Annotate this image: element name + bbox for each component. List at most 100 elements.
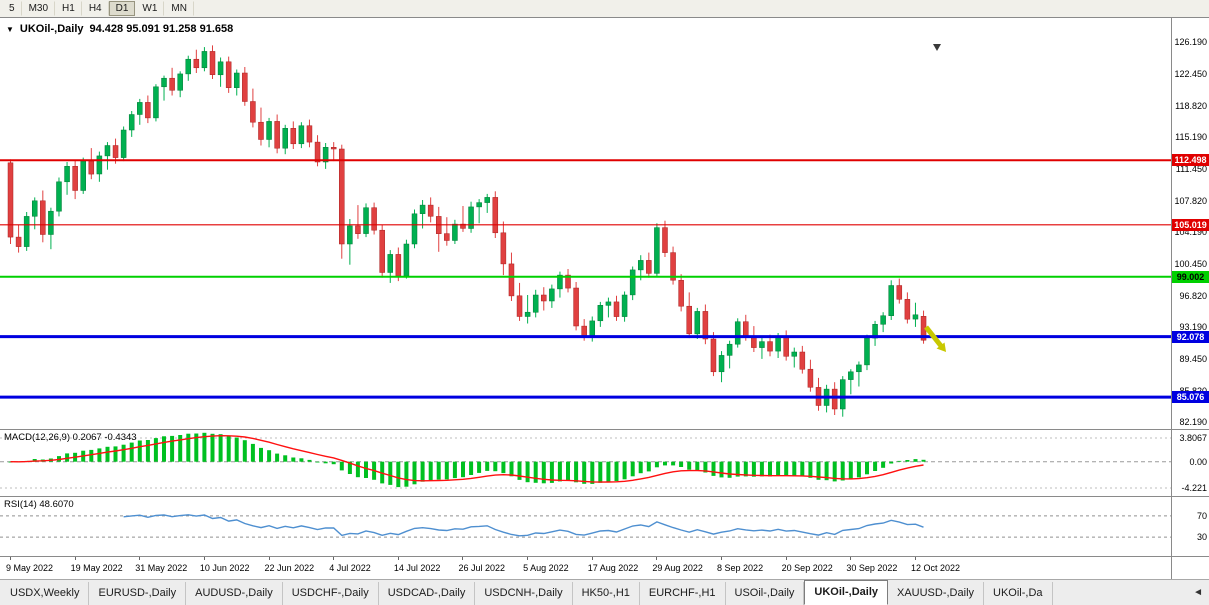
price-tick: 89.450 [1179,354,1207,365]
date-label: 9 May 2022 [6,563,54,573]
date-label: 8 Sep 2022 [717,563,764,573]
date-label: 12 Oct 2022 [910,563,960,573]
price-axis[interactable]: 126.190 122.450 118.820 115.190 111.450 107.8… [1171,18,1209,429]
price-tick: 85.820 [1179,386,1207,396]
hline-price-tag: 92.078 [1172,330,1209,343]
date-tick-mark [591,557,593,560]
price-tick: 118.820 [1175,100,1207,111]
macd-panel: MACD(12,26,9) 0.2067 -0.4343 3.8067 0.00 -… [0,430,1209,497]
price-tick: 96.820 [1179,290,1207,301]
hline-price-tag: 105.019 [1172,218,1209,231]
macd-axis: 3.8067 0.00 -4.221 [1171,430,1209,496]
chart-shift-marker-icon[interactable] [933,44,941,51]
tab-usdcad-daily[interactable]: USDCAD-,Daily [379,582,476,605]
tab-eurusd-daily[interactable]: EURUSD-,Daily [89,582,187,605]
hline-price-tag: 112.498 [1172,154,1209,167]
chart-ohlc-values: 94.428 95.091 91.258 91.658 [89,23,234,35]
rsi-axis: 70 30 [1171,497,1209,556]
time-axis-corner [1171,557,1209,579]
tab-eurchf-h1[interactable]: EURCHF-,H1 [640,582,726,605]
rsi-line [123,514,924,537]
timeframe-button-h1[interactable]: H1 [55,1,82,16]
date-label: 22 Jun 2022 [264,563,315,573]
date-tick-mark [397,557,399,560]
date-label: 10 Jun 2022 [199,563,250,573]
tab-ukoil-daily[interactable]: UKOil-,Daily [804,580,888,605]
price-tick: 126.190 [1174,37,1207,47]
tab-hk50-h1[interactable]: HK50-,H1 [573,582,640,605]
price-tick: 93.190 [1179,322,1207,332]
tab-usdchf-daily[interactable]: USDCHF-,Daily [283,582,379,605]
date-label: 5 Aug 2022 [523,563,569,573]
date-label: 4 Jul 2022 [329,563,371,573]
sell-arrow-icon[interactable] [924,325,947,352]
rsi-level-tick: 70 [1196,510,1207,521]
chart-symbol-label: UKOil-,Daily [19,23,84,35]
date-label: 14 Jul 2022 [393,563,441,573]
macd-chart[interactable] [0,430,1171,496]
date-tick-mark [139,557,141,560]
tab-usdx-weekly[interactable]: USDX,Weekly [1,582,90,605]
price-tick: 82.190 [1179,417,1207,427]
macd-label: MACD(12,26,9) 0.2067 -0.4343 [4,432,137,443]
rsi-label: RSI(14) 48.6070 [4,499,74,510]
hline-price-tag: 85.076 [1172,391,1209,404]
date-label: 29 Aug 2022 [652,563,703,573]
date-label: 19 May 2022 [70,563,123,573]
date-label: 20 Sep 2022 [781,563,833,573]
time-axis-row: 9 May 2022 19 May 2022 31 May 2022 10 Jun 2… [0,557,1209,579]
date-tick-mark [527,557,529,560]
date-label: 31 May 2022 [135,563,188,573]
price-tick: 100.450 [1174,259,1207,270]
price-tick: 115.190 [1175,132,1207,142]
timeframe-button-h4[interactable]: H4 [82,1,109,16]
date-label: 17 Aug 2022 [587,563,639,573]
tab-usdcnh-daily[interactable]: USDCNH-,Daily [475,582,573,605]
tab-ukoil-da[interactable]: UKOil-,Da [984,582,1053,605]
main-chart-panel: ▼ UKOil-,Daily 94.428 95.091 91.258 91.6… [0,18,1209,430]
tab-audusd-daily[interactable]: AUDUSD-,Daily [186,582,283,605]
candlestick-chart[interactable] [0,18,1171,429]
timeframe-button-d1[interactable]: D1 [108,1,136,16]
price-tick: 104.190 [1174,227,1207,237]
macd-tick: 3.8067 [1179,433,1207,443]
price-tick: 111.450 [1175,164,1207,175]
rsi-panel: RSI(14) 48.6070 70 30 [0,497,1209,557]
date-tick-mark [333,557,335,560]
date-tick-mark [721,557,723,560]
date-tick-mark [10,557,11,560]
hline-price-tag: 99.002 [1172,270,1209,283]
date-tick-mark [850,557,852,560]
macd-tick: 0.00 [1189,456,1207,467]
timeframe-button-m30[interactable]: M30 [22,1,56,16]
timeframe-button-mn[interactable]: MN [164,1,194,16]
tab-xauusd-daily[interactable]: XAUUSD-,Daily [888,582,985,605]
date-tick-mark [656,557,658,560]
rsi-chart[interactable] [0,497,1171,556]
price-tick: 122.450 [1174,69,1207,80]
tab-usoil-daily[interactable]: USOil-,Daily [726,582,805,605]
time-axis[interactable]: 9 May 2022 19 May 2022 31 May 2022 10 Jun 2… [0,557,1171,579]
date-tick-mark [268,557,270,560]
date-label: 30 Sep 2022 [846,563,898,573]
date-label: 26 Jul 2022 [458,563,506,573]
tab-scroll-left-button[interactable]: ◄ [1193,587,1203,598]
timeframe-button-5[interactable]: 5 [2,1,22,16]
symbol-tab-bar: USDX,Weekly EURUSD-,Daily AUDUSD-,Daily USD… [0,579,1209,605]
price-tick: 107.820 [1174,195,1207,206]
macd-signal-line [10,434,924,483]
date-tick-mark [203,557,205,560]
horizontal-lines[interactable] [0,159,1171,399]
timeframe-toolbar: 5 M30 H1 H4 D1 W1 MN [0,0,1209,18]
date-tick-mark [785,557,787,560]
timeframe-button-w1[interactable]: W1 [135,1,165,16]
date-tick-mark [914,557,916,560]
chart-title: ▼ UKOil-,Daily 94.428 95.091 91.258 91.6… [6,23,233,35]
rsi-level-tick: 30 [1196,532,1207,543]
macd-tick: -4.221 [1181,483,1207,493]
candles [7,45,927,417]
dropdown-triangle-icon: ▼ [6,24,14,34]
date-tick-mark [462,557,464,560]
date-tick-mark [74,557,76,560]
